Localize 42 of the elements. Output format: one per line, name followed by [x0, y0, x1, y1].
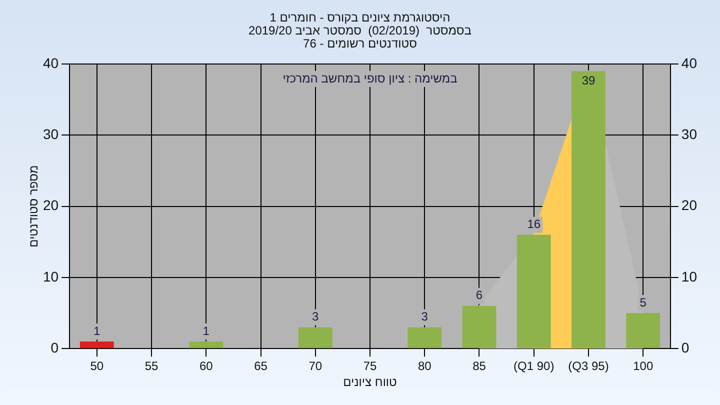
text: סטודנטים רשומים - 76: [303, 36, 418, 50]
y-axis-title: מספר סטודנטים: [26, 165, 40, 248]
y-tick-label: 10: [42, 268, 59, 284]
bar: [189, 341, 224, 348]
x-tick-label: (Q3 95): [568, 359, 609, 374]
x-tick-label: 65: [254, 359, 268, 374]
bar: [626, 313, 660, 348]
chart-title: היסטוגרמת ציונים בקורס - חומרים 1: [270, 10, 450, 24]
x-axis-title: טווח ציונים: [343, 374, 398, 389]
bar: [80, 341, 114, 348]
x-tick-label: 70: [308, 359, 322, 374]
x-tick-label: 85: [472, 359, 486, 374]
y2-tick-label: 20: [681, 197, 698, 214]
data-label: 1: [94, 324, 101, 338]
x-tick-label: (Q1 90): [514, 359, 554, 374]
y2-tick-label: 30: [681, 126, 698, 142]
data-label: 1: [202, 324, 210, 338]
data-label: 3: [421, 310, 428, 324]
bar: [516, 234, 551, 348]
x-tick-label: 60: [199, 359, 214, 374]
bar: [462, 306, 496, 348]
y-tick-label: 20: [42, 197, 59, 214]
data-label: 16: [527, 217, 541, 232]
y-tick-label: 40: [42, 54, 59, 71]
bar: [298, 327, 332, 348]
data-label: 5: [640, 295, 647, 310]
x-tick-label: 55: [144, 359, 158, 374]
y-tick-label: 0: [50, 339, 59, 356]
y2-tick-label: 40: [681, 54, 698, 71]
data-label: 3: [312, 310, 320, 324]
chart-subtitle: בסמסטר (02/2019) סמסטר אביב 2019/20: [248, 23, 472, 38]
y2-tick-label: 10: [681, 268, 698, 284]
x-tick-label: 75: [363, 359, 377, 374]
x-tick-label: 100: [633, 359, 654, 374]
bar: [408, 327, 442, 348]
annotation: במשימה : ציון סופי במחשב המרכזי: [282, 71, 458, 86]
data-label: 39: [582, 73, 596, 88]
x-tick-label: 80: [418, 359, 432, 374]
x-tick-label: 50: [90, 359, 104, 374]
y2-tick-label: 0: [681, 339, 690, 356]
y-tick-label: 30: [42, 126, 59, 142]
data-label: 6: [476, 288, 483, 302]
